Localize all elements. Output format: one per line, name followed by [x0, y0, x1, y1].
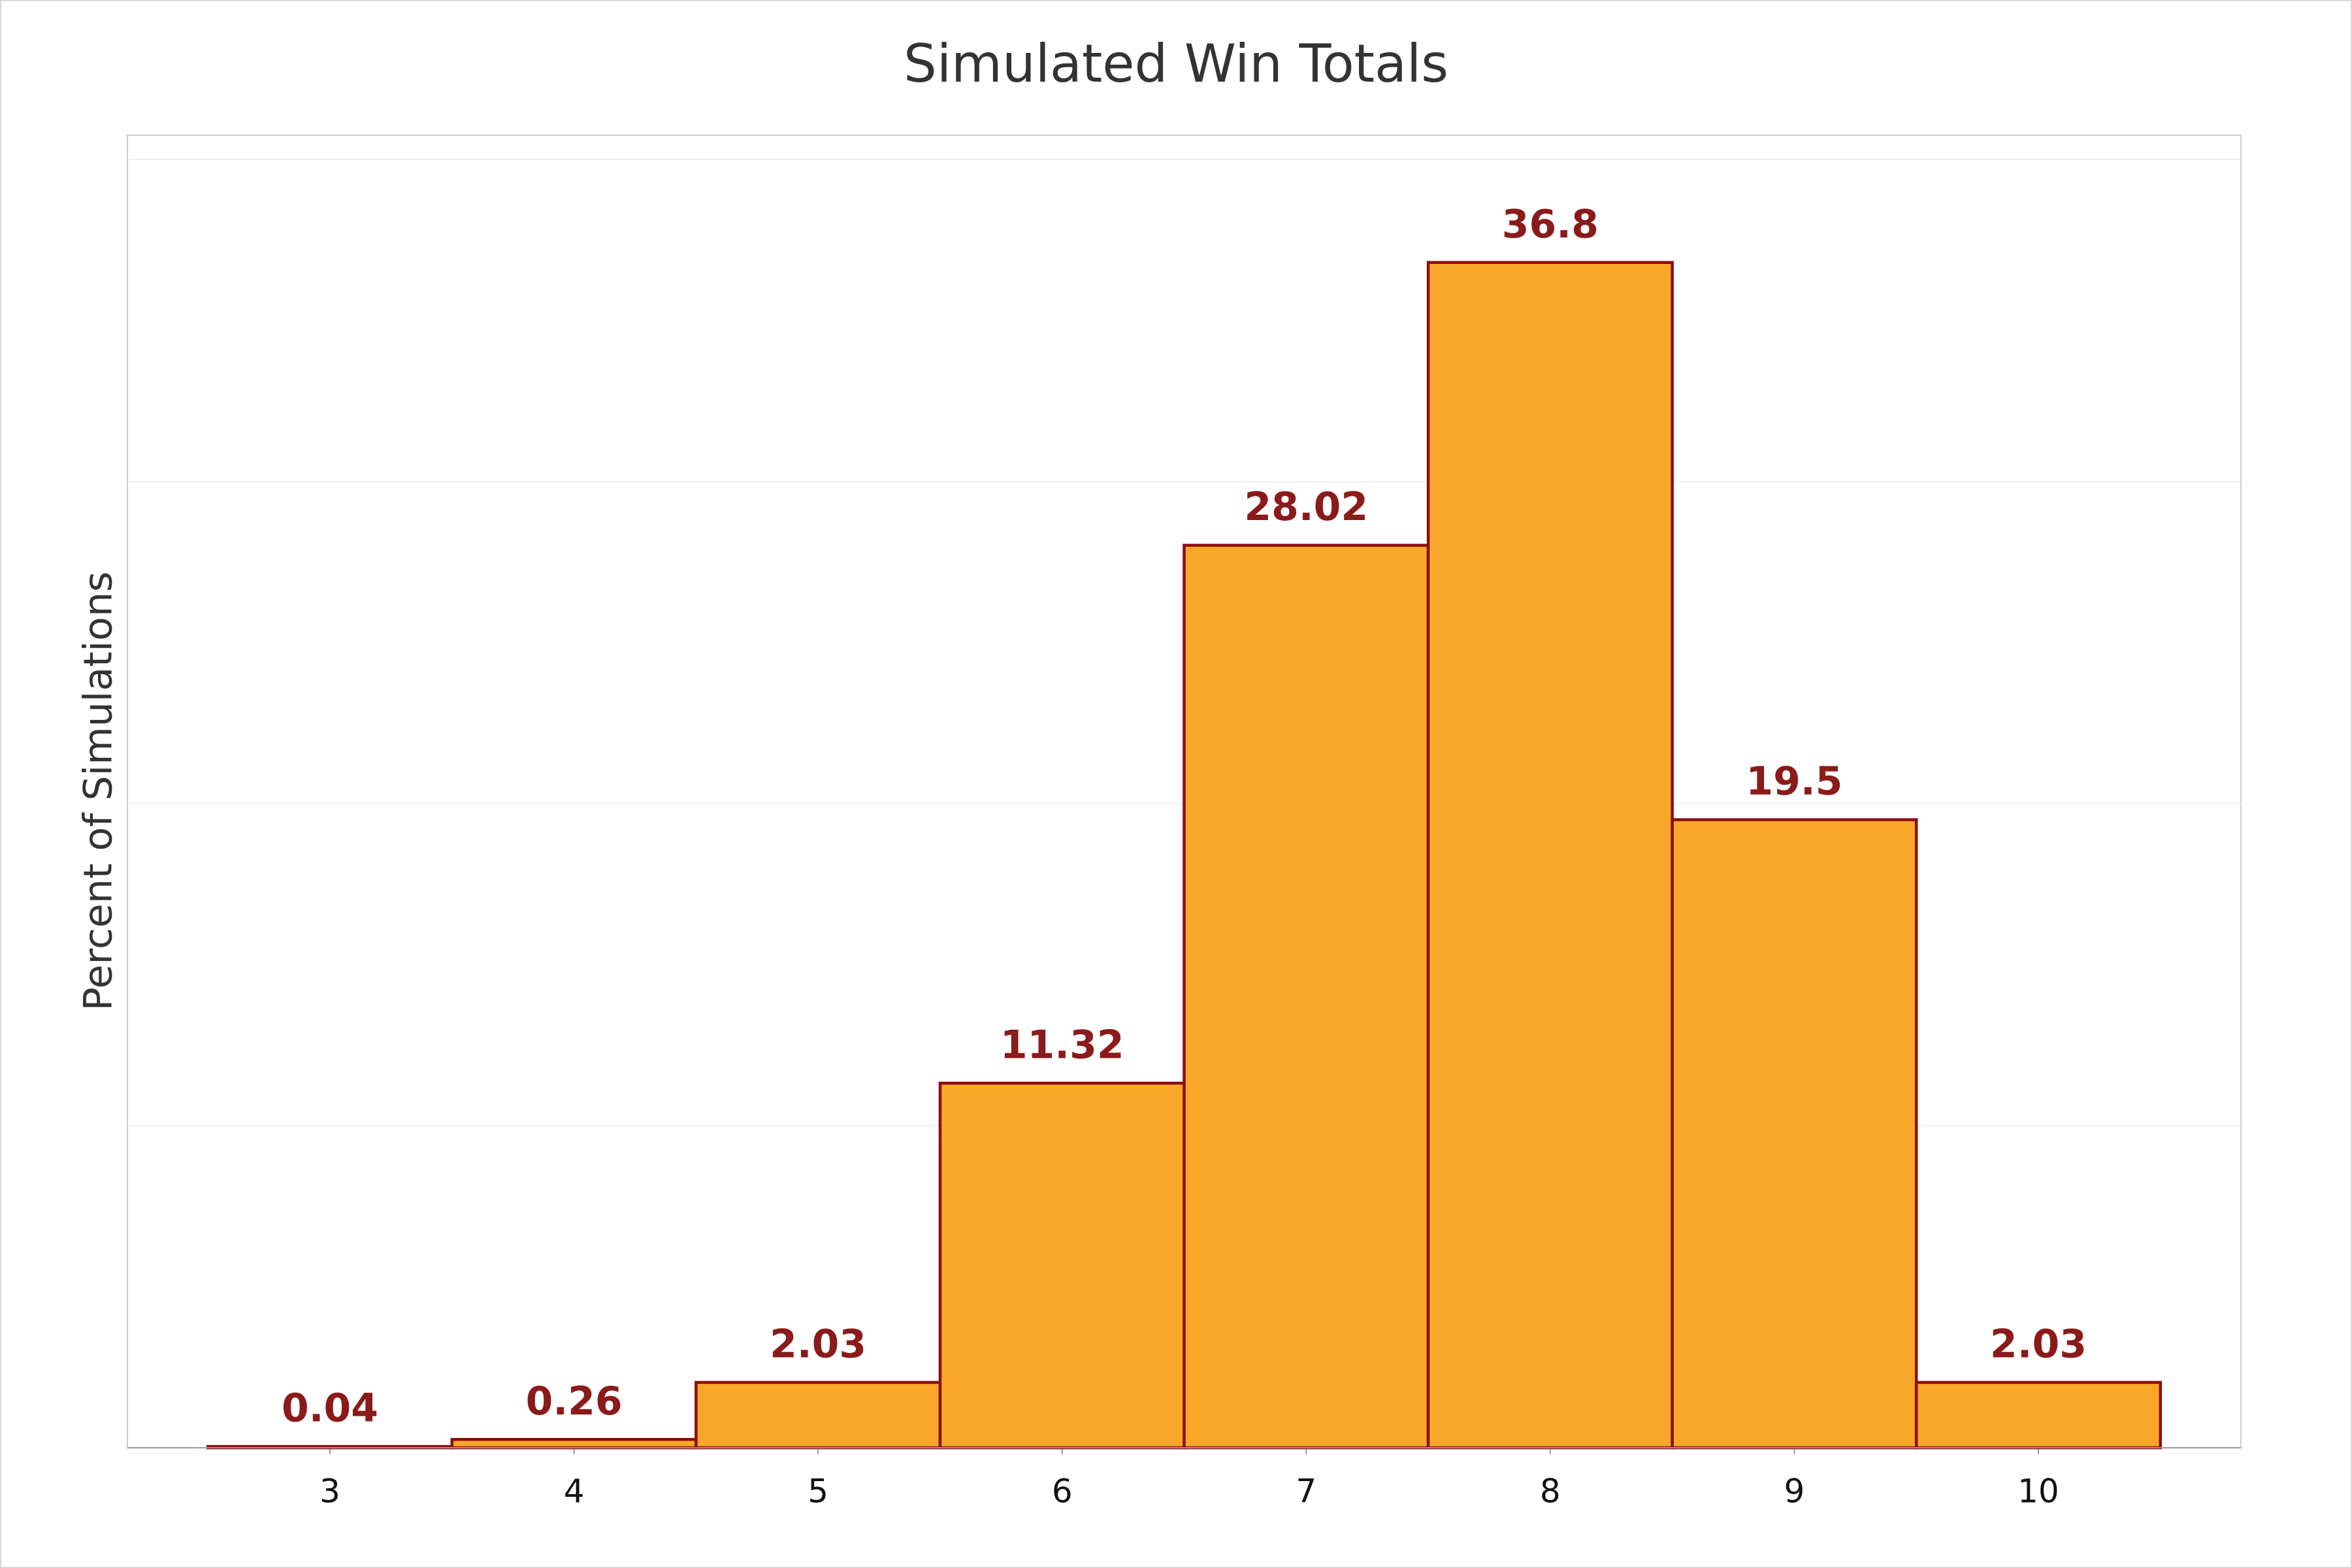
value-label: 0.26 [526, 1379, 623, 1424]
x-tick-label: 3 [319, 1473, 340, 1511]
value-label: 2.03 [770, 1322, 866, 1367]
chart-title: Simulated Win Totals [904, 33, 1448, 94]
bar [450, 1437, 698, 1450]
bar [1671, 818, 1918, 1450]
value-label: 28.02 [1244, 484, 1368, 530]
value-label: 19.5 [1746, 759, 1842, 804]
value-label: 36.8 [1502, 201, 1599, 247]
x-tick-label: 10 [2017, 1473, 2059, 1511]
bar [1183, 544, 1430, 1450]
x-tick-label: 8 [1540, 1473, 1561, 1511]
bar [1914, 1380, 2162, 1450]
value-label: 2.03 [1990, 1322, 2087, 1367]
x-tick-label: 6 [1052, 1473, 1073, 1511]
x-tick-label: 9 [1784, 1473, 1805, 1511]
bar [694, 1380, 942, 1450]
y-axis-label: Percent of Simulations [76, 572, 122, 1011]
bar [938, 1081, 1186, 1450]
value-label: 11.32 [1000, 1022, 1124, 1068]
value-label: 0.04 [282, 1386, 378, 1431]
x-tick-label: 4 [564, 1473, 585, 1511]
x-tick-label: 7 [1296, 1473, 1316, 1511]
x-tick-label: 5 [808, 1473, 828, 1511]
bar [1426, 261, 1674, 1450]
